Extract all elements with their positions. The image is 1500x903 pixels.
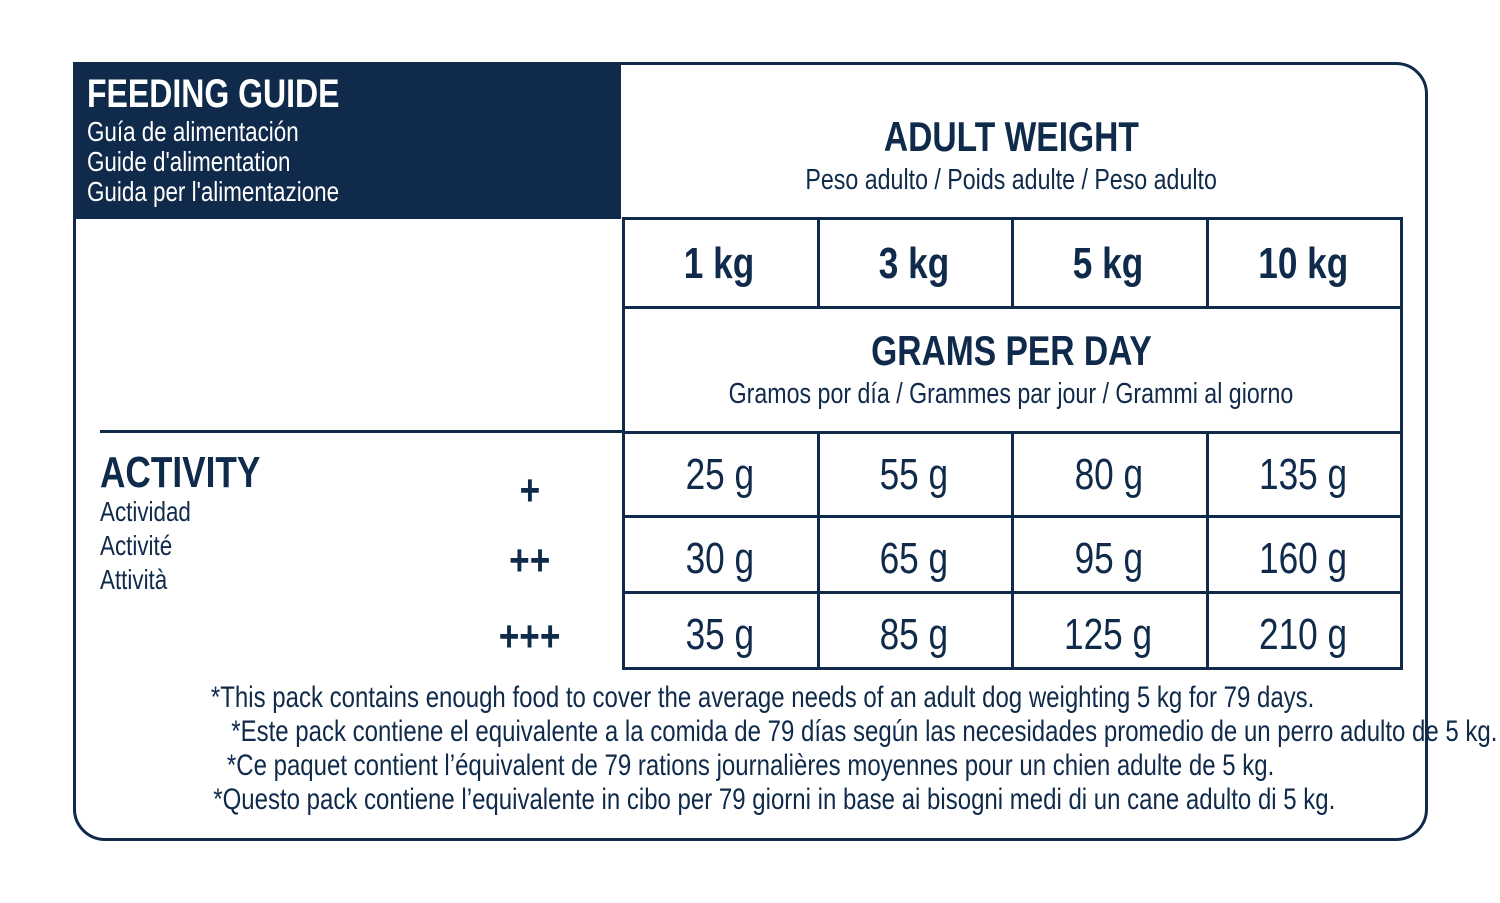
note: *This pack contains enough food to cover…: [73, 683, 1428, 713]
weight-column: 10 kg: [1206, 242, 1400, 286]
activity-subtitle-text: Activité: [100, 530, 173, 561]
value-cell-text-text: 125 g: [1064, 610, 1153, 659]
value-cell-text: 35 g: [622, 613, 817, 657]
activity-level: +: [470, 469, 590, 513]
weight-column-text: 5 kg: [1073, 239, 1144, 288]
header-subtitle: Guía de alimentación: [87, 118, 587, 146]
activity-divider: [100, 430, 622, 433]
value-cell-text: 30 g: [622, 537, 817, 581]
value-cell-text-text: 85 g: [879, 610, 949, 659]
header-title: FEEDING GUIDE: [87, 74, 587, 114]
grams-title-text: GRAMS PER DAY: [870, 327, 1152, 374]
header-subtitle: Guide d'alimentation: [87, 148, 587, 176]
value-cell-text: 160 g: [1206, 537, 1400, 581]
activity-title-text: ACTIVITY: [100, 448, 261, 497]
value-cell-text-text: 135 g: [1258, 450, 1348, 499]
note: *Ce paquet contient l’équivalent de 79 r…: [73, 751, 1428, 781]
header-title-text: FEEDING GUIDE: [87, 72, 340, 116]
activity-level-text: +++: [499, 612, 561, 661]
value-cell-text-text: 95 g: [1074, 534, 1143, 583]
value-cell-text: 55 g: [817, 453, 1011, 497]
activity-level-text: +: [519, 466, 541, 515]
grams-box: [622, 306, 1403, 434]
note-text: *Este pack contiene el equivalente a la …: [231, 715, 1498, 748]
activity-subtitle: Activité: [100, 532, 400, 560]
value-cell-text-text: 210 g: [1258, 610, 1348, 659]
activity-level-text: ++: [509, 536, 551, 585]
value-cell-text: 65 g: [817, 537, 1011, 581]
weight-cell: [1206, 217, 1403, 309]
header-subtitle-text: Guide d'alimentation: [87, 146, 291, 177]
grams-subtitle-text: Gramos por día / Grammes par jour / Gram…: [728, 378, 1294, 410]
value-cell-text-text: 25 g: [685, 450, 754, 499]
value-cell-text-text: 80 g: [1074, 450, 1143, 499]
weight-subtitle-text: Peso adulto / Poids adulte / Peso adulto: [805, 164, 1217, 196]
weight-subtitle: Peso adulto / Poids adulte / Peso adulto: [622, 166, 1400, 195]
activity-level: +++: [470, 615, 590, 659]
grams-subtitle: Gramos por día / Grammes par jour / Gram…: [622, 380, 1400, 409]
value-cell-text: 135 g: [1206, 453, 1400, 497]
activity-subtitle: Attività: [100, 566, 400, 594]
value-cell-text-text: 35 g: [685, 610, 754, 659]
header-subtitle-text: Guida per l'alimentazione: [87, 176, 340, 207]
note: *Questo pack contiene l’equivalente in c…: [73, 785, 1428, 815]
value-cell-text: 210 g: [1206, 613, 1400, 657]
weight-column: 3 kg: [817, 242, 1011, 286]
value-cell-text: 125 g: [1011, 613, 1206, 657]
value-cell: [1206, 591, 1403, 670]
note-text: *Ce paquet contient l’équivalent de 79 r…: [226, 749, 1275, 782]
value-cell-text-text: 65 g: [879, 534, 949, 583]
weight-column-text: 10 kg: [1257, 239, 1348, 288]
activity-subtitle: Actividad: [100, 498, 400, 526]
header-subtitle: Guida per l'alimentazione: [87, 178, 587, 206]
header-subtitle-text: Guía de alimentación: [87, 116, 299, 147]
value-cell-text: 85 g: [817, 613, 1011, 657]
value-cell-text: 80 g: [1011, 453, 1206, 497]
header-box: [73, 62, 621, 219]
weight-title-text: ADULT WEIGHT: [883, 113, 1139, 160]
weight-title: ADULT WEIGHT: [622, 116, 1400, 158]
activity-subtitle-text: Attività: [100, 564, 168, 595]
weight-column: 1 kg: [622, 242, 817, 286]
grams-title: GRAMS PER DAY: [622, 330, 1400, 372]
value-cell-text: 25 g: [622, 453, 817, 497]
weight-column: 5 kg: [1011, 242, 1206, 286]
weight-column-text: 1 kg: [684, 239, 755, 288]
activity-subtitle-text: Actividad: [100, 496, 191, 527]
value-cell-text-text: 160 g: [1258, 534, 1348, 583]
note-text: *Questo pack contiene l’equivalente in c…: [213, 783, 1336, 816]
value-cell-text: 95 g: [1011, 537, 1206, 581]
activity-level: ++: [470, 539, 590, 583]
weight-column-text: 3 kg: [878, 239, 950, 288]
value-cell-text-text: 55 g: [879, 450, 949, 499]
activity-title: ACTIVITY: [100, 451, 400, 495]
outer-frame: [73, 62, 1428, 841]
value-cell-text-text: 30 g: [685, 534, 754, 583]
note: *Este pack contiene el equivalente a la …: [73, 717, 1497, 747]
note-text: *This pack contains enough food to cover…: [210, 681, 1315, 714]
